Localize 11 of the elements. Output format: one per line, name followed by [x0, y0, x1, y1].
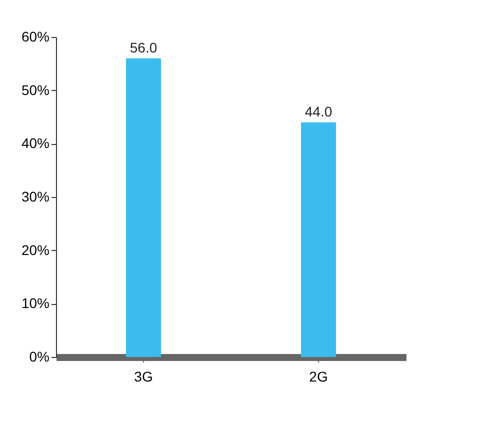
data-label: 56.0: [130, 39, 158, 56]
x-tick-label: 2G: [309, 368, 328, 384]
y-tick-label: 60%: [21, 28, 50, 44]
y-tick-label: 30%: [21, 188, 50, 204]
y-tick-label: 40%: [21, 135, 50, 152]
y-tick-label: 50%: [21, 82, 50, 98]
y-tick-label: 0%: [29, 348, 50, 364]
y-tick-label: 10%: [21, 295, 50, 312]
x-tick-label: 3G: [134, 368, 153, 384]
data-label: 44.0: [304, 103, 332, 120]
y-tick-label: 20%: [21, 242, 50, 258]
